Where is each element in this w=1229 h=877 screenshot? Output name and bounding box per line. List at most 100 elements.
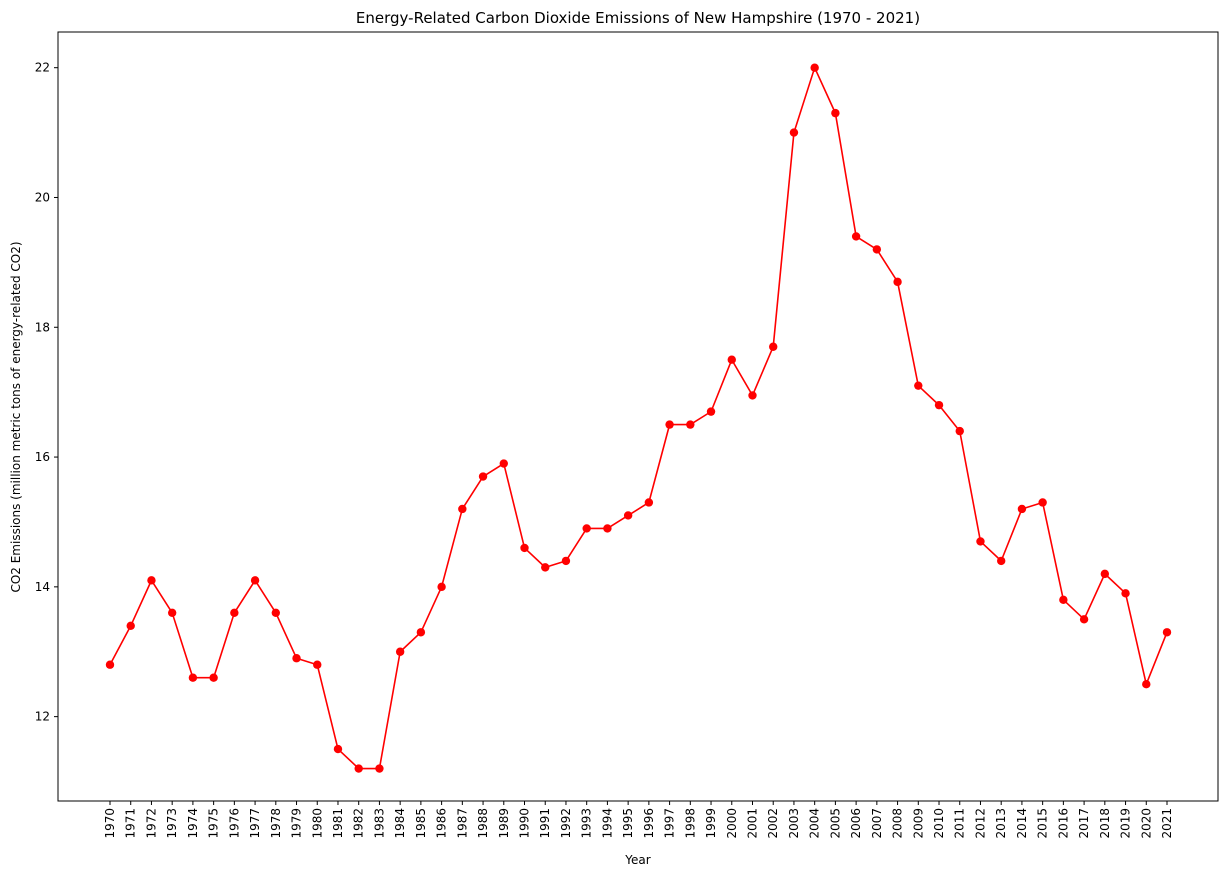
x-tick-label: 1978 <box>269 808 283 839</box>
data-point <box>458 504 467 514</box>
data-point <box>1017 504 1027 514</box>
x-tick-label: 1975 <box>207 808 221 839</box>
data-point <box>541 563 550 572</box>
data-point <box>437 582 446 592</box>
x-tick-label: 1995 <box>621 808 635 839</box>
x-tick-label: 2012 <box>973 808 987 839</box>
y-tick-label: 18 <box>35 320 50 334</box>
x-tick-label: 2003 <box>787 808 801 839</box>
x-tick-label: 1982 <box>352 808 366 839</box>
y-tick-label: 20 <box>35 190 50 204</box>
data-point <box>561 556 571 566</box>
x-tick-label: 2005 <box>828 808 842 839</box>
x-tick-label: 1980 <box>310 808 324 839</box>
x-tick-label: 2020 <box>1139 808 1153 839</box>
y-axis-label: CO2 Emissions (million metric tons of en… <box>9 241 23 592</box>
x-tick-label: 1996 <box>642 808 656 839</box>
x-tick-label: 2008 <box>891 808 905 839</box>
x-tick-label: 2018 <box>1098 808 1112 839</box>
x-tick-label: 1987 <box>455 808 469 839</box>
x-tick-label: 1974 <box>186 808 200 839</box>
x-tick-label: 1976 <box>227 808 241 839</box>
data-point <box>996 556 1006 566</box>
x-tick-label: 1977 <box>248 808 262 839</box>
data-point <box>313 660 322 669</box>
data-point <box>914 381 923 390</box>
data-point <box>478 472 488 481</box>
data-point <box>769 342 778 351</box>
plot-area <box>57 31 1219 802</box>
x-tick-label: 2017 <box>1077 808 1091 839</box>
data-point <box>976 537 985 546</box>
x-tick-label: 2011 <box>953 808 967 839</box>
x-tick-label: 2021 <box>1160 808 1174 839</box>
data-point <box>686 420 695 429</box>
data-point <box>167 608 177 618</box>
data-point <box>499 459 508 468</box>
data-point <box>375 764 384 773</box>
data-point <box>230 608 239 618</box>
x-tick-label: 1970 <box>103 808 117 839</box>
data-point <box>209 673 218 682</box>
data-point <box>644 498 654 507</box>
x-tick-label: 1985 <box>414 808 428 839</box>
data-point <box>271 608 281 618</box>
x-tick-label: 1992 <box>559 808 573 839</box>
x-tick-label: 1989 <box>497 808 511 839</box>
data-point <box>147 576 156 585</box>
x-tick-label: 1986 <box>435 808 449 839</box>
data-point <box>665 420 674 429</box>
x-tick-label: 2016 <box>1056 808 1070 839</box>
data-point <box>126 621 135 630</box>
data-point <box>1079 615 1089 624</box>
data-point <box>1121 589 1130 598</box>
data-point <box>582 524 591 533</box>
data-point <box>292 654 301 663</box>
data-point <box>706 407 716 416</box>
x-tick-label: 2000 <box>725 808 739 839</box>
data-point <box>1100 569 1110 579</box>
data-point <box>872 245 882 254</box>
x-tick-label: 1991 <box>538 808 552 839</box>
data-point <box>250 576 260 585</box>
y-tick-label: 14 <box>35 580 50 594</box>
data-point <box>416 628 426 637</box>
y-tick-label: 16 <box>35 450 50 464</box>
x-tick-label: 1972 <box>144 808 158 839</box>
data-point <box>188 673 198 682</box>
y-tick-label: 22 <box>35 61 50 75</box>
x-tick-label: 1981 <box>331 808 345 839</box>
x-tick-label: 2014 <box>1015 808 1029 839</box>
x-tick-label: 2010 <box>932 808 946 839</box>
x-tick-label: 1997 <box>663 808 677 839</box>
x-tick-label: 2001 <box>745 808 759 839</box>
data-point <box>105 660 115 669</box>
data-point <box>603 524 612 533</box>
data-point <box>520 543 529 553</box>
x-tick-label: 2007 <box>870 808 884 839</box>
x-tick-label: 2004 <box>808 808 822 839</box>
x-tick-label: 1988 <box>476 808 490 839</box>
data-point <box>934 400 944 410</box>
x-tick-label: 2009 <box>911 808 925 839</box>
x-tick-label: 1994 <box>600 808 614 839</box>
chart-title: Energy-Related Carbon Dioxide Emissions … <box>356 9 920 27</box>
data-point <box>623 511 633 520</box>
data-point <box>831 108 840 118</box>
data-point <box>333 744 343 754</box>
data-point <box>851 232 861 241</box>
x-tick-label: 1998 <box>683 808 697 839</box>
series-line <box>109 66 1168 770</box>
x-axis: 1970 1971 1972 1973 1974 1975 1976 1977 1978 1979… <box>103 801 1174 839</box>
x-tick-label: 2013 <box>994 808 1008 839</box>
y-tick-label: 12 <box>35 710 50 724</box>
data-point <box>955 426 964 436</box>
x-tick-label: 2002 <box>766 808 780 839</box>
data-point <box>748 391 757 400</box>
data-point <box>354 764 363 773</box>
data-point <box>1142 679 1151 689</box>
x-tick-label: 2019 <box>1119 808 1133 839</box>
data-point <box>395 647 405 656</box>
data-point <box>893 277 902 287</box>
